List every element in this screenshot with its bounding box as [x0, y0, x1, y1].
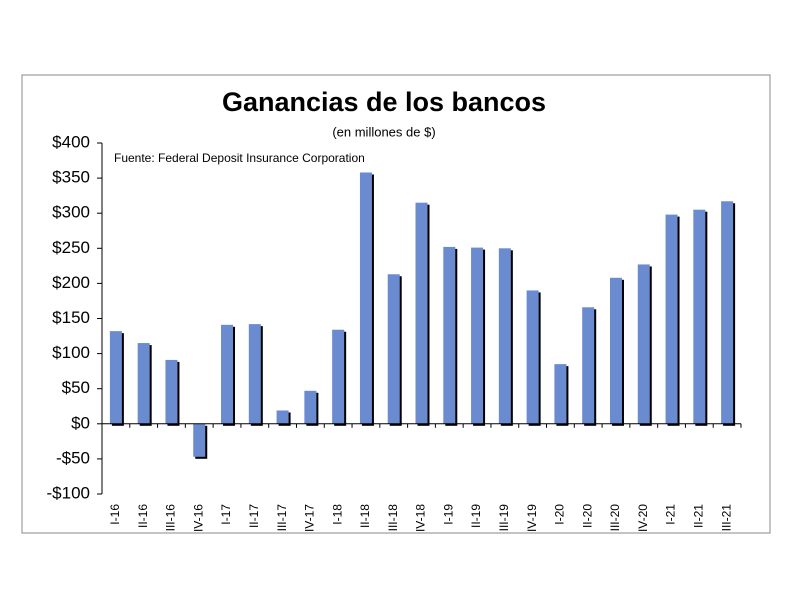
x-tick-label: II-16: [136, 504, 150, 528]
x-tick-label: IV-19: [525, 504, 539, 532]
bar: [165, 359, 178, 424]
x-tick-label: III-18: [386, 504, 400, 532]
y-tick-label: -$50: [56, 448, 90, 467]
x-tick-label: II-19: [469, 504, 483, 528]
x-tick-label: IV-18: [414, 504, 428, 532]
bar: [526, 290, 539, 424]
bar: [276, 410, 289, 424]
chart-frame: [21, 74, 771, 534]
y-tick-label: $400: [52, 132, 90, 151]
y-tick-label: $0: [71, 413, 90, 432]
bar: [582, 307, 595, 424]
bar: [637, 264, 650, 424]
y-tick-label: $350: [52, 168, 90, 187]
x-tick-label: III-17: [275, 504, 289, 532]
chart-title: Ganancias de los bancos: [222, 87, 546, 117]
bar: [221, 324, 234, 424]
x-tick-label: IV-17: [303, 504, 317, 532]
bar: [471, 247, 484, 424]
y-tick-label: $300: [52, 203, 90, 222]
x-tick-label: I-20: [553, 504, 567, 525]
y-tick-label: $250: [52, 238, 90, 257]
bar: [359, 172, 372, 424]
x-tick-label: III-20: [608, 504, 622, 532]
x-tick-label: III-21: [719, 504, 733, 532]
bar: [665, 214, 678, 424]
y-tick-label: -$100: [47, 483, 90, 502]
x-tick-label: III-16: [164, 504, 178, 532]
x-tick-label: II-21: [691, 504, 705, 528]
bar: [137, 343, 150, 424]
x-tick-label: I-21: [664, 504, 678, 525]
x-tick-label: II-17: [247, 504, 261, 528]
bar: [443, 246, 456, 424]
bar: [554, 364, 567, 424]
x-tick-label: I-18: [330, 504, 344, 525]
source-note: Fuente: Federal Deposit Insurance Corpor…: [114, 151, 365, 165]
bar: [721, 201, 734, 424]
bar: [609, 277, 622, 424]
x-tick-label: IV-20: [636, 504, 650, 532]
y-tick-label: $50: [62, 378, 90, 397]
bar: [248, 324, 261, 424]
y-tick-label: $150: [52, 308, 90, 327]
x-tick-label: I-19: [441, 504, 455, 525]
x-tick-label: I-16: [108, 504, 122, 525]
bar: [387, 274, 400, 424]
x-tick-label: IV-16: [191, 504, 205, 532]
bar: [193, 423, 206, 457]
y-tick-label: $100: [52, 343, 90, 362]
x-tick-label: I-17: [219, 504, 233, 525]
bar: [332, 329, 345, 424]
bar: [109, 331, 122, 424]
bar: [498, 248, 511, 424]
bar: [693, 209, 706, 424]
bar: [415, 202, 428, 424]
y-tick-label: $200: [52, 273, 90, 292]
x-tick-label: II-18: [358, 504, 372, 528]
x-tick-label: III-19: [497, 504, 511, 532]
chart-subtitle: (en millones de $): [332, 124, 435, 139]
x-tick-label: II-20: [580, 504, 594, 528]
bar: [304, 390, 317, 424]
